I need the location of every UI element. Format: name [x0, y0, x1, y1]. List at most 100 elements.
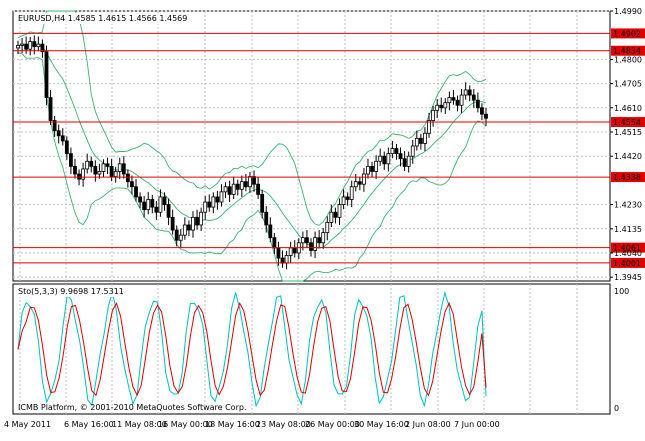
- candle: [44, 45, 49, 106]
- candle: [101, 159, 106, 178]
- candle: [370, 161, 374, 178]
- candle: [231, 176, 236, 199]
- candle: [386, 147, 391, 172]
- grid: [13, 10, 610, 414]
- candle: [398, 147, 403, 167]
- candle: [16, 40, 20, 55]
- stochastic-panel[interactable]: [12, 283, 611, 415]
- candle: [36, 36, 41, 52]
- bollinger-upper: [17, 10, 487, 226]
- candle: [443, 98, 448, 114]
- candle: [150, 194, 155, 214]
- candle: [455, 95, 460, 112]
- level-label: 1.4061: [613, 244, 641, 253]
- candle: [471, 88, 476, 108]
- candle: [349, 180, 354, 208]
- time-tick-label: 2 Jun 08:00: [405, 420, 451, 429]
- candle: [480, 103, 484, 121]
- candle: [252, 170, 256, 192]
- price-tick-label: 1.3945: [614, 273, 642, 282]
- candle: [40, 39, 45, 58]
- level-label: 1.4338: [613, 173, 641, 182]
- candle: [64, 136, 69, 160]
- candle: [48, 89, 53, 126]
- level-line[interactable]: 1.4554: [13, 117, 645, 128]
- stochastic-tick-label: 0: [614, 404, 619, 413]
- candle: [329, 204, 334, 227]
- candle: [325, 216, 330, 241]
- candle: [117, 157, 122, 180]
- stochastic-signal-line: [17, 301, 487, 397]
- candle: [410, 139, 415, 164]
- candle: [268, 217, 273, 243]
- level-label: 1.4902: [613, 29, 641, 38]
- level-line[interactable]: 1.4902: [13, 28, 645, 39]
- price-tick-label: 1.4420: [614, 152, 642, 161]
- candle: [158, 189, 163, 217]
- time-tick-label: 30 May 16:00: [354, 420, 409, 429]
- candle: [341, 189, 346, 210]
- candle: [207, 194, 212, 212]
- candle: [125, 169, 130, 188]
- candle: [130, 175, 134, 195]
- candle: [182, 217, 187, 240]
- candle: [467, 85, 472, 102]
- candle: [264, 206, 269, 233]
- price-tick-label: 1.4135: [614, 225, 642, 234]
- candle: [223, 182, 228, 198]
- candle: [219, 184, 224, 207]
- candle: [357, 177, 362, 191]
- candle: [333, 207, 338, 224]
- time-tick-label: 26 May 00:00: [305, 420, 360, 429]
- time-tick-label: 7 Jun 00:00: [454, 420, 500, 429]
- candle: [414, 130, 419, 151]
- level-line[interactable]: 1.4061: [13, 242, 645, 253]
- level-line[interactable]: 1.4338: [13, 172, 645, 183]
- candle: [154, 201, 159, 220]
- candle: [362, 167, 366, 192]
- price-tick-label: 1.4040: [614, 249, 642, 258]
- candle: [447, 91, 452, 111]
- time-tick-label: 16 May 00:00: [158, 420, 213, 429]
- candle: [435, 99, 440, 118]
- candle: [248, 171, 252, 193]
- candle: [52, 115, 57, 137]
- candle: [146, 191, 151, 215]
- candle: [60, 128, 65, 146]
- candle: [427, 112, 431, 138]
- candle: [378, 148, 383, 166]
- level-line[interactable]: 1.4001: [13, 257, 645, 268]
- candle: [85, 153, 90, 174]
- candle: [142, 195, 147, 218]
- time-tick-label: 6 May 16:00: [64, 420, 114, 429]
- candle: [235, 179, 240, 196]
- price-tick-label: 1.4990: [614, 7, 642, 16]
- symbol-header: EURUSD,H4 1.4585 1.4615 1.4566 1.4569: [18, 14, 187, 23]
- stochastic-header: Sto(5,3,3) 9.9698 17.5311: [18, 287, 124, 296]
- candle: [113, 166, 118, 183]
- horizontal-levels[interactable]: 1.4902 1.4834 1.4554 1.4338 1.4061 1.4001: [13, 28, 645, 268]
- candle: [28, 36, 33, 56]
- candle: [174, 225, 179, 247]
- candle: [170, 209, 175, 235]
- candle: [390, 140, 395, 159]
- copyright-text: ICMB Platform, © 2001-2010 MetaQuotes So…: [18, 403, 247, 412]
- level-line[interactable]: 1.4834: [13, 45, 645, 56]
- candle: [162, 192, 167, 211]
- candle: [345, 192, 350, 206]
- price-tick-label: 1.4705: [614, 80, 642, 89]
- price-tick-label: 1.4230: [614, 201, 642, 210]
- candle: [211, 192, 216, 214]
- candle: [97, 163, 102, 179]
- candle: [195, 209, 199, 230]
- candle: [256, 176, 261, 199]
- candle: [374, 155, 379, 180]
- candle: [402, 151, 407, 171]
- time-tick-label: 18 May 16:00: [205, 420, 260, 429]
- level-label: 1.4554: [613, 118, 641, 127]
- candle: [463, 82, 468, 100]
- candle: [439, 97, 444, 113]
- candle: [121, 156, 126, 179]
